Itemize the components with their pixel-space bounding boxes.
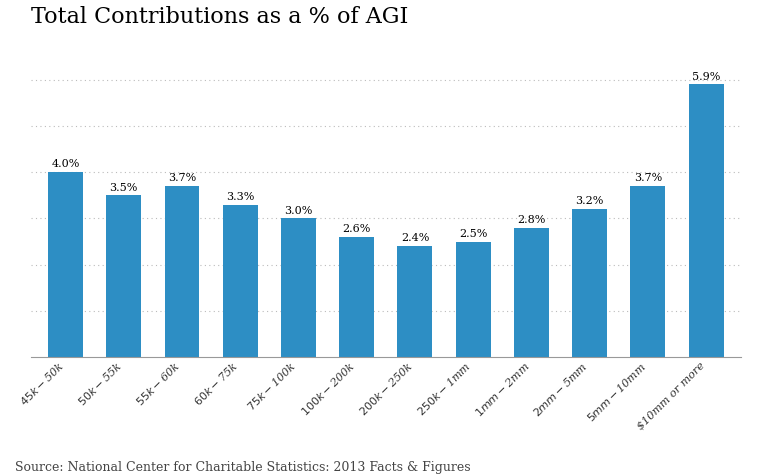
Bar [48,172,83,357]
Text: Total Contributions as a % of AGI: Total Contributions as a % of AGI [31,6,408,29]
Text: 2.8%: 2.8% [517,215,545,225]
Text: 3.7%: 3.7% [634,173,662,183]
Text: Source: National Center for Charitable Statistics: 2013 Facts & Figures: Source: National Center for Charitable S… [15,461,471,474]
Text: 2.4%: 2.4% [401,233,429,243]
Bar [397,246,432,357]
Text: 2.5%: 2.5% [459,229,487,239]
Text: 3.2%: 3.2% [575,197,604,207]
Bar [688,84,724,357]
Text: 4.0%: 4.0% [51,159,79,169]
Bar [164,186,199,357]
Bar [281,218,316,357]
Bar [339,237,374,357]
Text: 3.5%: 3.5% [109,182,138,192]
Bar [572,209,607,357]
Bar [630,186,665,357]
Text: 3.0%: 3.0% [284,206,312,216]
Bar [106,195,141,357]
Bar [455,241,490,357]
Text: 3.3%: 3.3% [226,192,254,202]
Bar [514,228,549,357]
Text: 2.6%: 2.6% [342,224,371,234]
Text: 3.7%: 3.7% [168,173,196,183]
Text: 5.9%: 5.9% [692,72,720,82]
Bar [223,205,257,357]
